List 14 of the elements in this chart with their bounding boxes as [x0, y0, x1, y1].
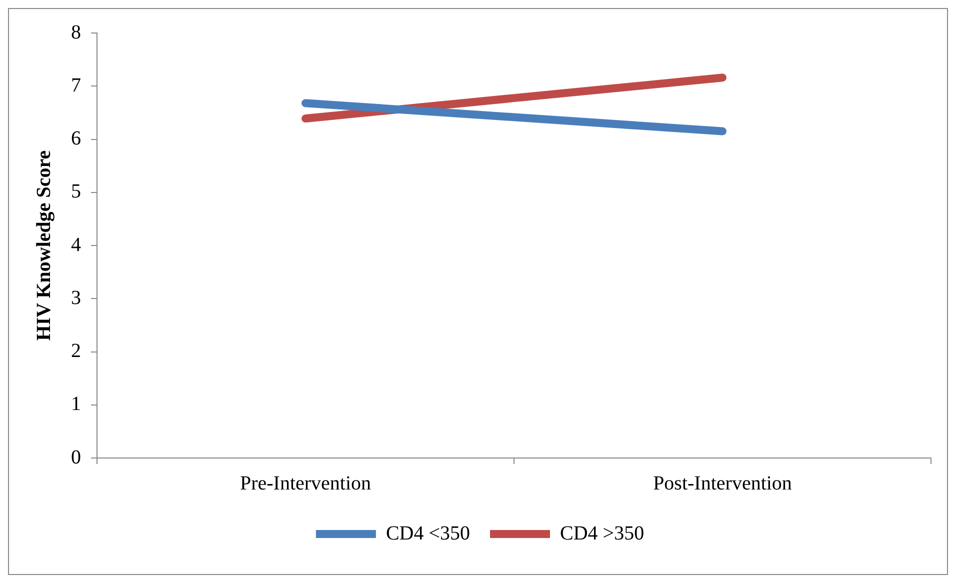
- y-tick-label: 8: [71, 21, 81, 44]
- y-tick-label: 0: [71, 446, 81, 468]
- y-axis-title: HIV Knowledge Score: [33, 150, 56, 341]
- x-tick-label: Post-Intervention: [653, 472, 792, 494]
- legend-label: CD4 <350: [386, 522, 470, 544]
- y-tick-label: 7: [71, 74, 81, 96]
- legend-label: CD4 >350: [560, 522, 644, 544]
- y-tick-label: 4: [71, 234, 81, 256]
- y-tick-label: 3: [71, 286, 81, 309]
- y-tick-label: 5: [71, 180, 81, 203]
- y-tick-label: 2: [71, 340, 81, 362]
- y-tick-label: 1: [71, 393, 81, 416]
- x-tick-label: Pre-Intervention: [240, 472, 372, 494]
- y-tick-label: 6: [71, 128, 81, 150]
